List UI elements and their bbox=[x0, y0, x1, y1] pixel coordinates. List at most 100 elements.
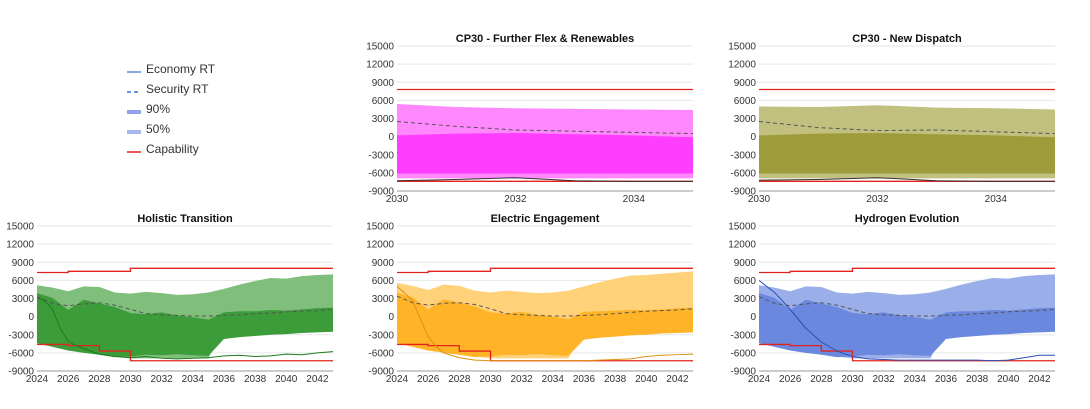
y-tick-label: 0 bbox=[388, 132, 394, 143]
legend-label: Economy RT bbox=[146, 62, 216, 76]
y-tick-label: 6000 bbox=[734, 276, 757, 287]
chart-panel: -9000 -6000 -3000 0 3000 6000 9000 12000 15000 20… bbox=[728, 213, 1055, 385]
y-tick-label: 9000 bbox=[734, 258, 757, 269]
legend-swatch bbox=[127, 71, 141, 73]
y-tick-label: 6000 bbox=[372, 276, 395, 287]
legend-swatch bbox=[127, 151, 141, 153]
x-tick-label: 2030 bbox=[748, 194, 771, 205]
y-tick-label: 9000 bbox=[372, 258, 395, 269]
legend-item: 90% bbox=[126, 100, 266, 120]
x-tick-label: 2032 bbox=[151, 374, 174, 385]
capability-low-line bbox=[37, 343, 333, 362]
y-tick-label: 6000 bbox=[372, 96, 395, 107]
band-50 bbox=[37, 293, 333, 358]
legend-label: 50% bbox=[146, 122, 171, 136]
legend-swatch bbox=[127, 110, 141, 114]
security-rt-line bbox=[397, 295, 693, 317]
legend-item: Economy RT bbox=[126, 60, 266, 80]
x-tick-label: 2028 bbox=[88, 374, 111, 385]
x-tick-label: 2030 bbox=[119, 374, 142, 385]
y-tick-label: -3000 bbox=[730, 330, 756, 341]
plot-area bbox=[37, 267, 333, 362]
x-tick-label: 2030 bbox=[479, 374, 502, 385]
legend-swatch bbox=[127, 130, 141, 134]
legend-label: Capability bbox=[146, 142, 199, 156]
y-tick-label: -9000 bbox=[8, 367, 34, 378]
y-tick-label: 9000 bbox=[734, 78, 757, 89]
y-tick-label: -6000 bbox=[730, 348, 756, 359]
legend-item: Capability bbox=[126, 140, 266, 160]
x-tick-label: 2030 bbox=[841, 374, 864, 385]
chart-title: CP30 - New Dispatch bbox=[852, 33, 962, 45]
x-tick-label: 2040 bbox=[275, 374, 298, 385]
x-tick-label: 2030 bbox=[386, 194, 409, 205]
x-tick-label: 2026 bbox=[57, 374, 80, 385]
chart-panel: -9000 -6000 -3000 0 3000 6000 9000 12000 15000 20… bbox=[366, 33, 693, 205]
chart-title: Holistic Transition bbox=[137, 213, 233, 225]
chart-title: CP30 - Further Flex & Renewables bbox=[456, 33, 635, 45]
x-tick-label: 2026 bbox=[779, 374, 802, 385]
x-tick-label: 2026 bbox=[417, 374, 440, 385]
legend-item: 50% bbox=[126, 120, 266, 140]
y-tick-label: 12000 bbox=[728, 240, 756, 251]
y-tick-label: 9000 bbox=[372, 78, 395, 89]
chart-title: Electric Engagement bbox=[491, 213, 600, 225]
chart-panel: -9000 -6000 -3000 0 3000 6000 9000 12000 15000 20… bbox=[366, 213, 693, 385]
y-tick-label: -6000 bbox=[368, 168, 394, 179]
y-tick-label: -9000 bbox=[730, 187, 756, 198]
y-tick-label: 12000 bbox=[366, 240, 394, 251]
capability-line bbox=[759, 267, 1055, 274]
y-tick-label: 15000 bbox=[728, 222, 756, 233]
x-tick-label: 2034 bbox=[985, 194, 1008, 205]
plot-area bbox=[759, 267, 1055, 362]
y-tick-label: -3000 bbox=[730, 150, 756, 161]
x-tick-label: 2034 bbox=[182, 374, 205, 385]
y-tick-label: 15000 bbox=[366, 42, 394, 53]
band-50 bbox=[397, 133, 693, 174]
x-tick-label: 2034 bbox=[904, 374, 927, 385]
y-tick-label: -6000 bbox=[730, 168, 756, 179]
y-tick-label: -6000 bbox=[8, 348, 34, 359]
plot-area bbox=[397, 267, 693, 362]
chart-panel: -9000 -6000 -3000 0 3000 6000 9000 12000 15000 20… bbox=[6, 213, 333, 385]
x-tick-label: 2024 bbox=[748, 374, 771, 385]
y-tick-label: 15000 bbox=[6, 222, 34, 233]
economy-rt-line bbox=[37, 297, 333, 360]
y-tick-label: 0 bbox=[750, 132, 756, 143]
x-tick-label: 2028 bbox=[448, 374, 471, 385]
x-tick-label: 2024 bbox=[26, 374, 49, 385]
chart-legend: Economy RT Security RT 90% 50% Capability bbox=[126, 60, 266, 160]
y-tick-label: -3000 bbox=[368, 150, 394, 161]
legend-item: Security RT bbox=[126, 80, 266, 100]
y-tick-label: 3000 bbox=[734, 114, 757, 125]
y-tick-label: -9000 bbox=[368, 187, 394, 198]
capability-low-line bbox=[397, 343, 693, 362]
y-tick-label: 12000 bbox=[728, 60, 756, 71]
y-tick-label: -9000 bbox=[368, 367, 394, 378]
x-tick-label: 2042 bbox=[666, 374, 689, 385]
x-tick-label: 2038 bbox=[244, 374, 267, 385]
y-tick-label: 6000 bbox=[12, 276, 35, 287]
legend-label: 90% bbox=[146, 102, 171, 116]
y-tick-label: -9000 bbox=[730, 367, 756, 378]
economy-rt-line bbox=[759, 177, 1055, 182]
x-tick-label: 2032 bbox=[504, 194, 527, 205]
x-tick-label: 2042 bbox=[306, 374, 329, 385]
x-tick-label: 2032 bbox=[873, 374, 896, 385]
economy-rt-line bbox=[397, 286, 693, 362]
security-rt-line bbox=[37, 296, 333, 317]
chart-title: Hydrogen Evolution bbox=[855, 213, 960, 225]
y-tick-label: 3000 bbox=[12, 294, 35, 305]
y-tick-label: -3000 bbox=[8, 330, 34, 341]
y-tick-label: 0 bbox=[388, 312, 394, 323]
x-tick-label: 2034 bbox=[542, 374, 565, 385]
legend-label: Security RT bbox=[146, 82, 209, 96]
band-50 bbox=[759, 293, 1055, 358]
y-tick-label: -6000 bbox=[368, 348, 394, 359]
y-tick-label: 12000 bbox=[366, 60, 394, 71]
x-tick-label: 2028 bbox=[810, 374, 833, 385]
y-tick-label: 15000 bbox=[366, 222, 394, 233]
capability-line bbox=[37, 267, 333, 274]
x-tick-label: 2040 bbox=[997, 374, 1020, 385]
